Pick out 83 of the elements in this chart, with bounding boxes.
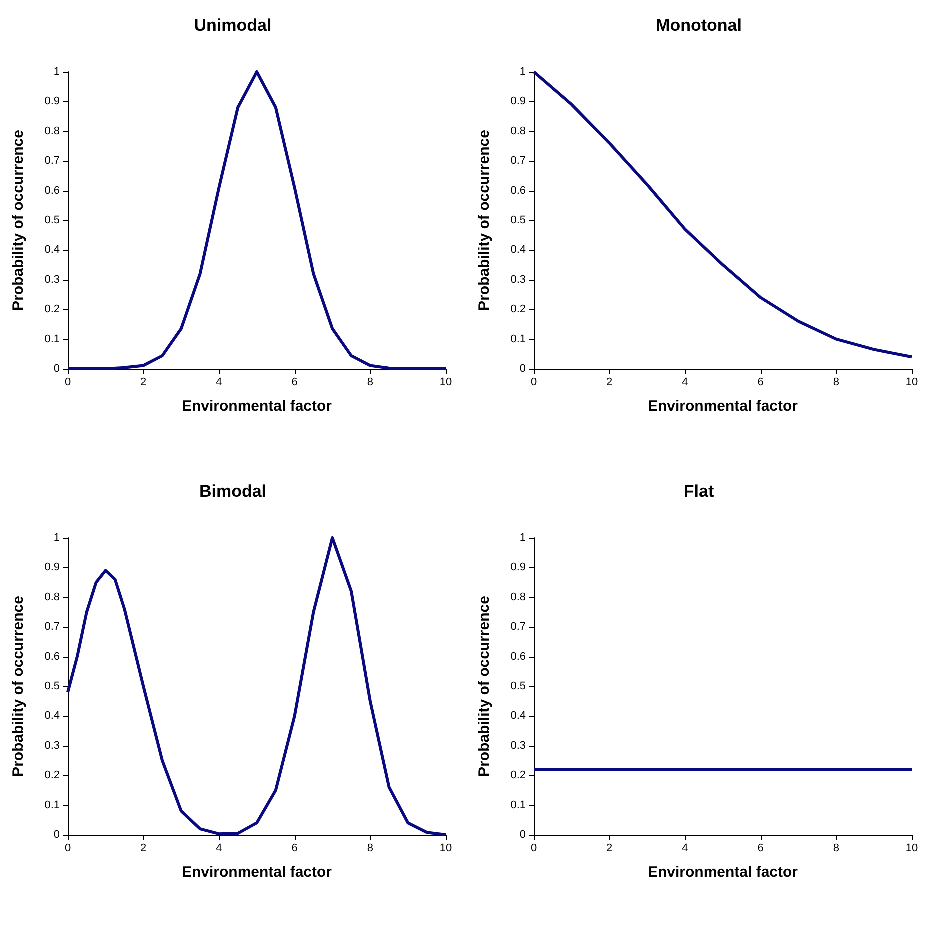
x-tick-label: 6: [292, 376, 298, 388]
y-tick-label: 0.2: [44, 304, 60, 316]
y-tick-label: 0.9: [510, 562, 526, 574]
chart-title: Unimodal: [194, 16, 272, 35]
y-tick-label: 0.5: [510, 214, 526, 226]
y-tick-label: 0.9: [44, 562, 60, 574]
x-tick-label: 4: [682, 376, 688, 388]
x-tick-label: 10: [440, 376, 452, 388]
y-tick-label: 0.8: [44, 125, 60, 138]
y-tick-label: 0.6: [510, 184, 526, 197]
x-tick-label: 0: [64, 842, 72, 854]
y-tick-label: 0.6: [44, 184, 60, 197]
y-tick-label: 0: [54, 363, 60, 375]
x-tick-label: 8: [367, 842, 374, 854]
line-series: [66, 70, 448, 370]
y-tick-label: 0.4: [510, 710, 526, 722]
x-tick-label: 2: [140, 842, 147, 854]
y-tick-label: 0.3: [510, 274, 526, 286]
y-tick-label: 1: [520, 532, 526, 544]
y-tick-label: 0.5: [510, 680, 526, 692]
y-tick-label: 0: [520, 829, 526, 841]
y-tick-label: 0.2: [510, 304, 526, 316]
x-tick-label: 10: [906, 376, 918, 388]
y-tick-label: 0.1: [44, 799, 60, 812]
x-tick-label: 0: [530, 376, 538, 388]
line-series: [66, 536, 448, 836]
x-axis-title: Environmental factor: [182, 864, 332, 881]
y-tick-label: 0: [520, 363, 526, 375]
y-tick-label: 0.6: [44, 650, 60, 663]
x-tick-label: 2: [606, 376, 613, 388]
y-tick-label: 0.4: [44, 710, 60, 722]
y-tick-label: 0.9: [510, 96, 526, 108]
y-tick-label: 0.7: [44, 155, 60, 168]
x-axis-title: Environmental factor: [182, 398, 332, 415]
x-tick-label: 6: [758, 842, 764, 854]
y-tick-label: 0.4: [44, 244, 60, 256]
y-tick-label: 0: [54, 829, 60, 841]
y-axis-title: Probability of occurrence: [476, 596, 493, 777]
y-tick-label: 0.6: [510, 650, 526, 663]
y-tick-label: 0.8: [510, 591, 526, 604]
x-tick-label: 10: [440, 842, 452, 854]
y-tick-label: 0.3: [44, 740, 60, 752]
y-tick-label: 0.5: [44, 680, 60, 692]
y-tick-label: 1: [54, 532, 60, 544]
y-axis-title: Probability of occurrence: [10, 596, 27, 777]
x-tick-label: 0: [64, 376, 72, 388]
y-tick-label: 0.1: [44, 333, 60, 346]
x-axis-title: Environmental factor: [648, 864, 798, 881]
x-tick-label: 4: [682, 842, 688, 854]
x-tick-label: 6: [758, 376, 764, 388]
y-tick-label: 0.3: [510, 740, 526, 752]
y-tick-label: 0.2: [510, 770, 526, 782]
x-tick-label: 4: [216, 376, 222, 388]
x-tick-label: 2: [140, 376, 147, 388]
y-axis-title: Probability of occurrence: [10, 130, 27, 311]
y-tick-label: 0.8: [44, 591, 60, 604]
chart-title: Bimodal: [199, 482, 267, 501]
y-tick-label: 0.1: [510, 333, 526, 346]
y-tick-label: 0.8: [510, 125, 526, 138]
y-tick-label: 0.9: [44, 96, 60, 108]
x-tick-label: 8: [367, 376, 374, 388]
chart-title: Flat: [684, 482, 714, 501]
y-tick-label: 1: [54, 66, 60, 78]
y-tick-label: 0.1: [510, 799, 526, 812]
y-tick-label: 0.7: [510, 155, 526, 168]
y-tick-label: 0.5: [44, 214, 60, 226]
x-axis-title: Environmental factor: [648, 398, 798, 415]
y-tick-label: 0.2: [44, 770, 60, 782]
y-tick-label: 0.7: [44, 621, 60, 634]
x-tick-label: 4: [216, 842, 222, 854]
x-tick-label: 0: [530, 842, 538, 854]
line-series: [532, 70, 914, 359]
x-tick-label: 8: [833, 842, 840, 854]
chart-title: Monotonal: [656, 16, 742, 35]
x-tick-label: 10: [906, 842, 918, 854]
y-tick-label: 1: [520, 66, 526, 78]
y-axis-title: Probability of occurrence: [476, 130, 493, 311]
y-tick-label: 0.4: [510, 244, 526, 256]
x-tick-label: 8: [833, 376, 840, 388]
y-tick-label: 0.7: [510, 621, 526, 634]
x-tick-label: 6: [292, 842, 298, 854]
y-tick-label: 0.3: [44, 274, 60, 286]
x-tick-label: 2: [606, 842, 613, 854]
